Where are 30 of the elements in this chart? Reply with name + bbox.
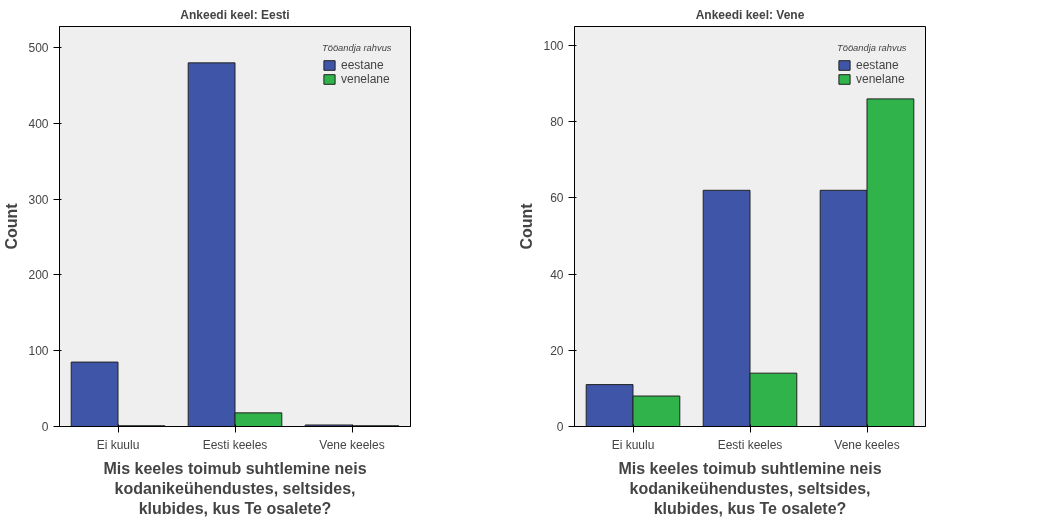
x-tick-label: Vene keeles [834, 437, 900, 452]
chart-title: Ankeedi keel: Vene [695, 7, 805, 22]
x-tick-label: Ei kuulu [96, 437, 140, 452]
x-axis-title: Mis keeles toimub suhtlemine neis kodanikeühendustes, seltsides, klubides, kus Te osalete? [618, 459, 882, 518]
x-axis-title: Mis keeles toimub suhtlemine neis kodanikeühendustes, seltsides, klubides, kus Te osalete? [103, 459, 367, 518]
y-tick-label: 0 [556, 420, 564, 434]
y-tick-label: 300 [28, 192, 49, 207]
x-tick-label: Vene keeles [319, 437, 385, 452]
y-tick-label: 200 [28, 268, 49, 283]
y-tick-label: 40 [550, 267, 564, 282]
y-tick-label: 100 [28, 344, 49, 359]
chart-title: Ankeedi keel: Eesti [180, 7, 290, 22]
y-tick-label: 500 [28, 41, 49, 56]
legend-label: eestane [341, 58, 384, 72]
legend-title: Tööandja rahvus [837, 43, 907, 53]
y-tick-label: 80 [550, 115, 564, 130]
y-axis-title: Count [3, 202, 21, 250]
legend-label: venelane [856, 72, 905, 86]
y-tick-label: 0 [41, 420, 49, 434]
y-tick-label: 60 [550, 191, 564, 206]
x-tick-label: Eesti keeles [717, 437, 783, 452]
x-tick-label: Ei kuulu [611, 437, 655, 452]
x-tick-label: Eesti keeles [202, 437, 268, 452]
y-tick-label: 20 [550, 343, 564, 358]
y-axis-title: Count [518, 202, 536, 250]
legend-label: eestane [856, 58, 899, 72]
legend-title: Tööandja rahvus [322, 43, 392, 53]
legend-label: venelane [341, 72, 390, 86]
y-tick-label: 400 [28, 116, 49, 131]
y-tick-label: 100 [543, 39, 564, 54]
